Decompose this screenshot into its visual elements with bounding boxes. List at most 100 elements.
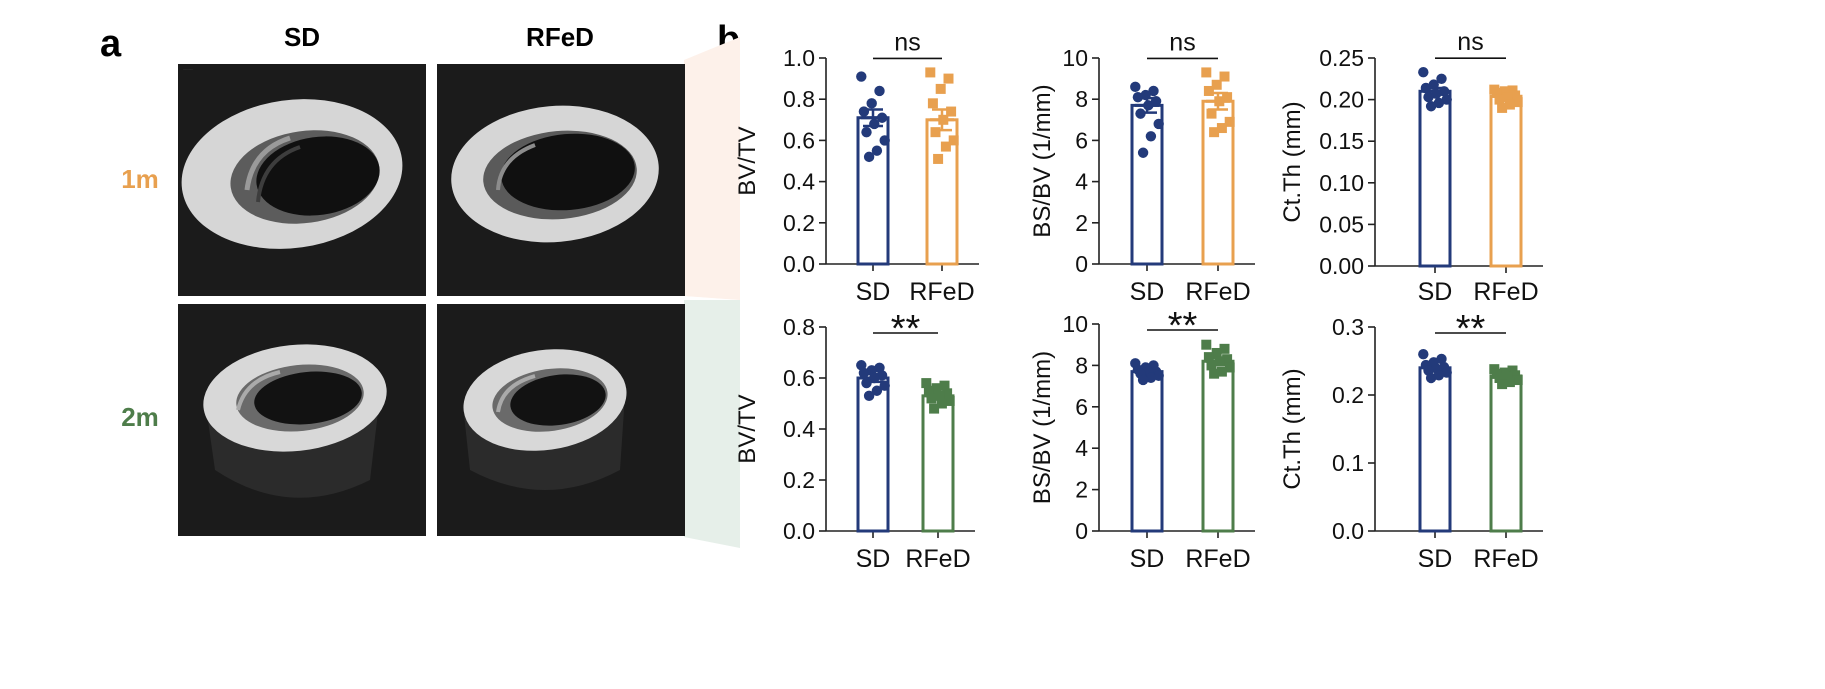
row-label-2m: 2m xyxy=(121,402,159,432)
y-tick-label: 10 xyxy=(1062,311,1088,337)
y-axis-label: BS/BV (1/mm) xyxy=(1029,351,1056,504)
significance-label: ns xyxy=(894,28,920,56)
significance-label: ** xyxy=(1456,308,1486,350)
data-point xyxy=(1491,87,1502,98)
y-tick-label: 0.4 xyxy=(783,416,815,442)
bone-ring-hole xyxy=(510,374,606,426)
data-point xyxy=(863,390,875,402)
data-point xyxy=(1145,372,1157,384)
band-2m xyxy=(684,300,740,548)
data-point xyxy=(929,403,940,414)
significance-label: ns xyxy=(1457,28,1483,56)
y-tick-label: 10 xyxy=(1062,45,1088,71)
y-axis-label: BV/TV xyxy=(734,126,761,195)
data-point xyxy=(946,106,957,117)
data-point xyxy=(931,383,942,394)
significance-label: ** xyxy=(891,308,921,350)
data-point xyxy=(1438,86,1450,97)
data-point xyxy=(923,385,934,396)
y-tick-label: 0.8 xyxy=(783,86,815,112)
data-point xyxy=(1512,97,1523,108)
y-tick-label: 0.2 xyxy=(1332,382,1364,408)
y-tick-label: 0.0 xyxy=(783,518,815,544)
x-tick-label-sd: SD xyxy=(1418,278,1453,306)
x-tick-label-rfed: RFeD xyxy=(1185,278,1250,306)
y-tick-label: 0.15 xyxy=(1319,128,1364,154)
y-tick-label: 0.1 xyxy=(1332,450,1364,476)
y-tick-label: 0.05 xyxy=(1319,211,1364,237)
y-tick-label: 4 xyxy=(1075,169,1088,195)
x-tick-label-sd: SD xyxy=(1418,545,1453,573)
bar-sd xyxy=(1418,89,1452,268)
y-tick-label: 2 xyxy=(1075,210,1088,236)
bar-sd xyxy=(1130,103,1164,266)
y-tick-label: 6 xyxy=(1075,394,1088,420)
image-2m-rfed xyxy=(437,304,685,536)
bar-rfed xyxy=(1489,94,1523,268)
data-point xyxy=(1140,89,1151,101)
data-point xyxy=(1423,91,1434,103)
y-axis-label: BV/TV xyxy=(734,394,761,463)
data-point xyxy=(1494,373,1505,383)
data-point xyxy=(871,385,883,396)
data-point xyxy=(1214,96,1225,107)
data-point xyxy=(1512,375,1523,386)
data-point xyxy=(1201,67,1212,78)
data-point xyxy=(942,388,953,399)
data-point xyxy=(940,141,951,152)
data-point xyxy=(1219,71,1230,82)
data-point xyxy=(1502,92,1513,103)
data-point xyxy=(1150,96,1162,107)
chart-bvtv-2m: 0.0 0.2 0.4 0.6 0.8 SD RFeD BV/TV ** xyxy=(734,308,975,573)
data-point xyxy=(879,135,890,146)
y-tick-label: 0.10 xyxy=(1319,170,1364,196)
x-tick-label-rfed: RFeD xyxy=(1473,278,1538,306)
y-tick-label: 0.2 xyxy=(783,467,815,493)
data-point xyxy=(1214,356,1225,367)
y-tick-label: 0.0 xyxy=(783,251,815,277)
y-tick-label: 0.25 xyxy=(1319,45,1364,71)
column-header-sd: SD xyxy=(284,22,320,52)
data-point xyxy=(1431,88,1442,99)
y-tick-label: 0.6 xyxy=(783,365,815,391)
y-tick-label: 0.6 xyxy=(783,127,815,153)
y-tick-label: 8 xyxy=(1075,86,1088,112)
data-point xyxy=(1211,347,1222,358)
data-point xyxy=(1441,94,1452,105)
x-tick-label-rfed: RFeD xyxy=(905,545,970,573)
data-point xyxy=(858,367,870,379)
data-point xyxy=(933,153,944,164)
data-point xyxy=(1153,118,1164,130)
data-point xyxy=(1216,123,1227,134)
chart-ctth-2m: 0.0 0.1 0.2 0.3 SD RFeD Ct.Th (mm) ** xyxy=(1279,308,1543,573)
bone-ring-hole xyxy=(256,136,380,216)
bone-inner-texture xyxy=(256,145,301,203)
y-tick-label: 0 xyxy=(1075,251,1088,277)
data-point xyxy=(863,151,875,163)
y-tick-label: 0.2 xyxy=(783,210,815,236)
data-point xyxy=(871,145,883,156)
chart-bsbv-2m: 0 2 4 6 8 10 SD RFeD BS/BV (1/mm) ** xyxy=(1029,305,1255,573)
data-point xyxy=(939,380,950,391)
data-point xyxy=(1211,79,1222,90)
data-point xyxy=(1433,370,1445,381)
data-point xyxy=(1137,147,1149,158)
data-point xyxy=(935,83,946,94)
y-axis-label: BS/BV (1/mm) xyxy=(1029,84,1056,237)
chart-bsbv-1m: 0 2 4 6 8 10 SD RFeD BS/BV (1/mm) ns xyxy=(1029,28,1255,306)
data-point xyxy=(1219,343,1230,354)
image-1m-sd-watermark: ............ xyxy=(183,67,193,71)
data-point xyxy=(1502,371,1513,382)
data-point xyxy=(869,118,880,130)
data-point xyxy=(861,377,872,389)
panel-a-label: a xyxy=(100,23,122,65)
y-tick-label: 8 xyxy=(1075,352,1088,378)
bar-rfed xyxy=(921,394,955,533)
y-tick-label: 0.8 xyxy=(783,314,815,340)
x-tick-label-sd: SD xyxy=(856,545,891,573)
image-1m-rfed xyxy=(437,64,685,296)
data-point xyxy=(866,98,877,109)
data-point xyxy=(1222,92,1233,103)
data-point xyxy=(1504,99,1515,110)
data-point xyxy=(936,398,947,409)
